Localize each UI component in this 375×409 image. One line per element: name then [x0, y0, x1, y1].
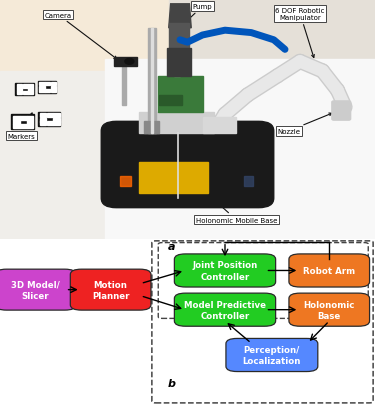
- Bar: [17, 92, 22, 95]
- Text: Pump: Pump: [180, 4, 212, 28]
- Bar: [144, 122, 159, 134]
- FancyBboxPatch shape: [101, 122, 274, 208]
- Bar: [45, 83, 50, 86]
- FancyBboxPatch shape: [158, 243, 368, 319]
- Bar: [53, 122, 60, 126]
- Bar: [202, 117, 236, 134]
- Bar: [122, 65, 126, 105]
- Bar: [0, 72, 375, 239]
- Bar: [167, 49, 191, 76]
- Bar: [22, 85, 28, 88]
- Bar: [17, 89, 22, 92]
- Bar: [27, 124, 33, 128]
- Text: 6 DOF Robotic
Manipulator: 6 DOF Robotic Manipulator: [275, 8, 325, 58]
- Text: Camera: Camera: [45, 13, 117, 60]
- FancyBboxPatch shape: [289, 293, 369, 326]
- Bar: [139, 163, 208, 194]
- Bar: [13, 121, 20, 125]
- FancyBboxPatch shape: [0, 270, 76, 310]
- Bar: [151, 29, 153, 134]
- Bar: [51, 89, 56, 93]
- Bar: [38, 81, 56, 93]
- Bar: [39, 89, 45, 93]
- FancyBboxPatch shape: [289, 254, 369, 287]
- Bar: [158, 76, 203, 112]
- FancyBboxPatch shape: [70, 270, 151, 310]
- Text: Holonomic Mobile Base: Holonomic Mobile Base: [196, 189, 277, 223]
- Bar: [39, 86, 45, 90]
- Bar: [40, 114, 46, 118]
- Bar: [17, 85, 22, 88]
- Bar: [169, 0, 375, 239]
- Text: Nozzle: Nozzle: [277, 114, 332, 135]
- Bar: [105, 60, 375, 239]
- Bar: [28, 85, 33, 88]
- Bar: [13, 124, 20, 128]
- Bar: [13, 117, 20, 121]
- Bar: [159, 96, 182, 105]
- Bar: [22, 92, 28, 95]
- Text: Model Predictive
Controller: Model Predictive Controller: [184, 300, 266, 320]
- Text: 3D Model/
Slicer: 3D Model/ Slicer: [11, 280, 60, 300]
- Bar: [148, 29, 156, 134]
- Bar: [15, 84, 34, 96]
- Bar: [51, 86, 56, 90]
- Bar: [40, 119, 46, 123]
- Bar: [45, 89, 50, 93]
- Bar: [28, 89, 33, 92]
- Bar: [114, 57, 137, 67]
- Circle shape: [125, 59, 134, 65]
- Bar: [139, 112, 214, 134]
- Polygon shape: [169, 5, 191, 29]
- Bar: [39, 83, 45, 86]
- Text: a: a: [168, 241, 176, 251]
- Bar: [27, 117, 33, 121]
- Bar: [40, 122, 46, 126]
- Text: Motion
Planner: Motion Planner: [92, 280, 129, 300]
- FancyBboxPatch shape: [332, 102, 351, 121]
- Bar: [20, 124, 27, 128]
- Text: b: b: [168, 378, 176, 389]
- Bar: [46, 122, 53, 126]
- Bar: [20, 117, 27, 121]
- Bar: [27, 121, 33, 125]
- Bar: [38, 112, 60, 127]
- Bar: [0, 0, 169, 239]
- Bar: [28, 92, 33, 95]
- Text: Holonomic
Base: Holonomic Base: [304, 300, 355, 320]
- FancyBboxPatch shape: [226, 339, 318, 372]
- FancyBboxPatch shape: [174, 254, 276, 287]
- Text: Joint Position
Controller: Joint Position Controller: [192, 261, 258, 281]
- Bar: [244, 177, 253, 187]
- Bar: [53, 119, 60, 123]
- Bar: [46, 114, 53, 118]
- FancyBboxPatch shape: [174, 293, 276, 326]
- Bar: [11, 115, 34, 129]
- Bar: [53, 114, 60, 118]
- Bar: [174, 29, 180, 76]
- Text: Markers: Markers: [8, 114, 36, 139]
- Bar: [169, 24, 189, 53]
- Bar: [51, 83, 56, 86]
- Text: Perception/
Localization: Perception/ Localization: [243, 345, 301, 365]
- Bar: [120, 177, 131, 187]
- FancyBboxPatch shape: [152, 241, 373, 403]
- Text: Robot Arm: Robot Arm: [303, 266, 355, 275]
